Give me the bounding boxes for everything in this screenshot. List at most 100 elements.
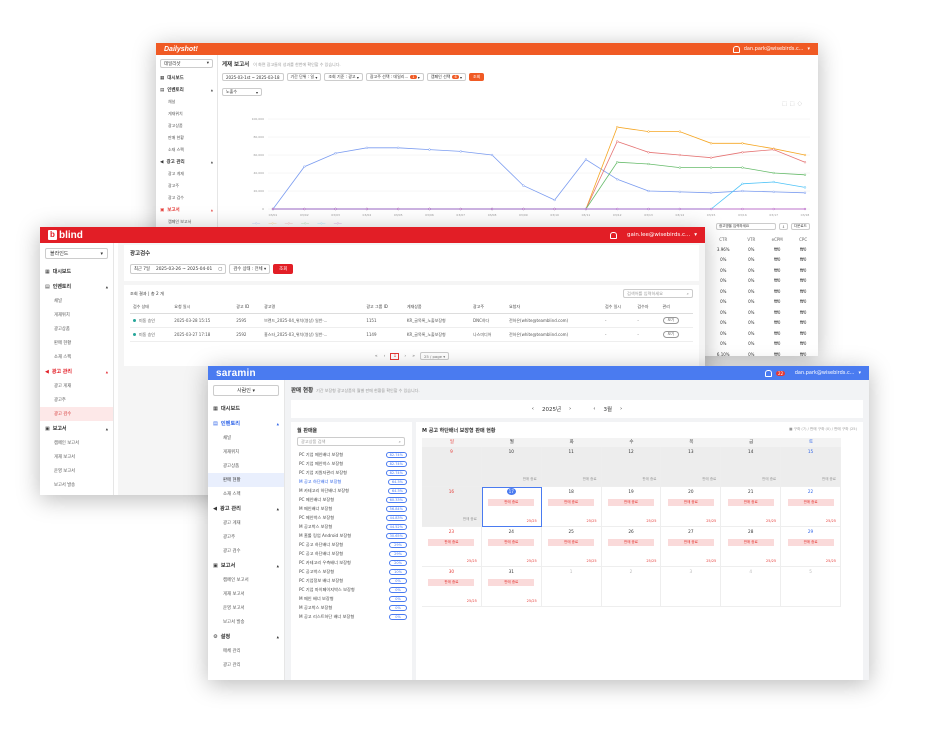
bell-icon[interactable] [610,231,618,239]
table-row[interactable]: 미동 승인 2025-03-28 15:15 2595 브랜드_2025-04_위치(… [130,313,693,328]
ad-search-input[interactable]: 광고명을 입력하세요 [716,223,776,230]
sidebar-item[interactable]: 광고 게재 [54,384,72,389]
column-header[interactable]: 광고명 [261,301,364,314]
sidebar-item[interactable]: 보고서 발송 [54,483,76,488]
sidebar-item[interactable]: 게재위치 [54,313,70,318]
data-point[interactable] [303,207,306,211]
data-point[interactable] [490,207,494,211]
sold-out-bar[interactable]: 판매 종료 [428,579,475,586]
sidebar-item[interactable]: 광고상품 [54,327,70,332]
data-point[interactable] [584,207,588,211]
view-button[interactable]: 보기 [662,317,680,324]
data-point[interactable] [678,190,681,194]
reset-icon[interactable]: ⬚ [789,101,795,107]
sidebar-section-1[interactable]: ▤ 인벤토리 ▲ [156,84,217,96]
legend-item[interactable]: —◇— [301,221,309,225]
calendar-day[interactable]: 31 판매 종료 25/25 [481,567,542,607]
data-point[interactable] [616,125,619,129]
data-point[interactable] [803,173,807,176]
data-point[interactable] [678,130,681,133]
sidebar-item[interactable]: 매체 관리 [223,649,241,654]
sidebar-item[interactable]: 광고 검수 [223,549,241,554]
sidebar-section-7[interactable]: ◀ 광고 관리 ▲ [208,501,284,516]
sold-out-bar[interactable]: 판매 종료 [787,499,834,506]
calendar-day[interactable]: 23 판매 종료 25/25 [422,527,482,567]
data-point[interactable] [522,207,525,211]
download-button[interactable]: 다운로드 [790,223,810,230]
data-point[interactable] [397,146,400,149]
calendar-day[interactable]: 27 판매 종료 25/25 [661,527,722,567]
sidebar-item[interactable]: 게재위치 [168,111,183,116]
column-header[interactable]: 광고주 [470,301,506,314]
data-point[interactable] [647,130,650,133]
calendar-day[interactable]: 22 판매 종료 25/25 [781,487,841,527]
sidebar-item[interactable]: 광고주 [168,183,180,188]
data-point[interactable] [553,198,556,202]
column-header[interactable]: 요청자 [505,301,602,314]
saramin-logo[interactable]: saramin [216,367,256,379]
product-row[interactable]: PC 공고박스 보장형 10% [291,567,412,576]
sidebar-item[interactable]: 게재 보고서 [54,455,76,460]
data-point[interactable] [459,150,462,153]
data-point[interactable] [365,207,369,211]
sidebar-item[interactable]: 소재 스펙 [54,355,72,360]
bell-icon[interactable] [765,369,773,377]
sidebar-item[interactable]: 광고 관리 [223,663,241,668]
data-point[interactable] [709,166,713,169]
sidebar-item[interactable]: 운영 보고서 [54,469,76,474]
sidebar-section-11[interactable]: ▣ 보고서 ▲ [208,558,284,573]
data-point[interactable] [741,189,744,193]
download-icon[interactable]: ◌ [797,101,802,107]
unit-select[interactable]: 기간 단위 : 일 ▾ [286,73,322,81]
product-row[interactable]: PC 공고 하단배너 보장형 29% [291,540,412,549]
campaign-select[interactable]: 캠페인 선택 6 ▾ [426,73,466,81]
product-row[interactable]: PC 공고 하단배너 보장형 29% [291,549,412,558]
sidebar-item[interactable]: 채널 [223,436,232,441]
prev-year-button[interactable]: ‹ [531,406,534,412]
data-point[interactable] [678,153,681,157]
page-size-select[interactable]: 25 / page ▾ [420,352,450,360]
data-point[interactable] [741,166,744,169]
series-line-3[interactable] [273,161,806,210]
first-page-button[interactable]: « [374,353,378,359]
column-header[interactable]: 검수 상태 [130,301,172,314]
data-point[interactable] [647,151,650,154]
calendar-day[interactable]: 28 판매 종료 25/25 [721,527,782,567]
data-point[interactable] [709,207,713,211]
series-line-1[interactable] [273,126,806,210]
calendar-day[interactable]: 17 판매 종료 25/25 [481,487,542,527]
product-row[interactable]: PC 기업정보 배너 보장형 0% [291,576,412,585]
sold-out-bar[interactable]: 판매 종료 [428,539,475,546]
column-header[interactable]: CPC [799,237,808,242]
product-row[interactable]: PC 카테고리 우측배너 보장형 20% [291,558,412,567]
data-point[interactable] [741,182,744,185]
next-month-button[interactable]: › [620,406,623,412]
calendar-day[interactable]: 18 판매 종료 25/25 [541,487,602,527]
next-page-button[interactable]: › [404,353,407,359]
sidebar-item[interactable]: 광고 게재 [168,171,184,176]
product-row[interactable]: M 공고박스 보장형 0% [291,603,412,612]
status-select[interactable]: 검수 상태 : 전체 ▾ [229,264,271,274]
search-button[interactable]: 조회 [469,73,485,81]
sold-out-bar[interactable]: 판매 종료 [667,539,714,546]
sidebar-section-11[interactable]: ▣ 보고서 ▲ [156,204,217,216]
sidebar-item[interactable]: 게재위치 [223,450,240,455]
sidebar-section-0[interactable]: ▦ 대시보드 [40,264,113,279]
product-row[interactable]: PC 기업 메인박스 보장형 82.74% [291,459,412,468]
calendar-day[interactable]: 9 [422,447,482,487]
sidebar-section-0[interactable]: ▦ 대시보드 [208,401,284,416]
calendar-day[interactable]: 15 판매 종료 [781,447,841,487]
data-point[interactable] [709,156,713,159]
data-point[interactable] [647,162,650,166]
legend-item[interactable]: —◇— [268,221,276,225]
data-point[interactable] [490,153,494,157]
column-header[interactable]: 광고 ID [233,301,262,314]
basis-select[interactable]: 조회 기준 : 광고 ▾ [324,73,363,81]
service-select[interactable]: 데일리샷 ▾ [160,59,213,68]
data-point[interactable] [709,142,713,145]
data-point[interactable] [803,207,807,211]
product-row[interactable]: M 홈롤 링업 Android 보장형 30.65% [291,531,412,540]
data-point[interactable] [616,207,619,211]
calendar-day[interactable]: 19 판매 종료 25/25 [601,487,662,527]
settings-icon[interactable]: ⇩ [779,223,788,230]
